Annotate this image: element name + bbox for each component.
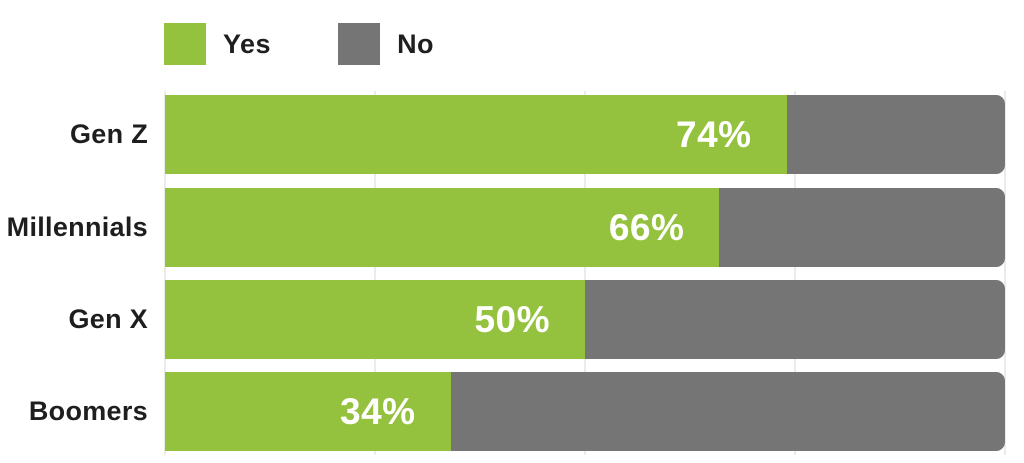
bar-segment-yes: 74% [165,95,787,174]
bar-segment-yes: 50% [165,280,585,359]
bar-segment-yes: 34% [165,372,451,451]
bar-segment-no [450,372,1005,451]
chart-row-millennials: Millennials 66% [0,188,1024,267]
legend-label-no: No [397,28,435,59]
category-label: Gen X [68,304,148,334]
gridline-100 [1004,91,1006,455]
value-label: 50% [474,298,550,340]
bar-segment-no [585,280,1005,359]
legend-label-yes: Yes [223,28,272,59]
value-label: 34% [340,390,416,432]
legend: Yes No [164,23,434,65]
chart-row-gen-z: Gen Z 74% [0,95,1024,174]
category-label: Boomers [28,396,148,426]
gridline-75 [794,91,796,455]
category-label: Millennials [6,212,148,242]
chart-row-gen-x: Gen X 50% [0,280,1024,359]
stacked-bar: 34% [165,372,1005,451]
gridline-0 [164,91,166,455]
gridline-25 [374,91,376,455]
stacked-bar: 74% [165,95,1005,174]
bar-segment-no [786,95,1005,174]
chart-row-boomers: Boomers 34% [0,372,1024,451]
legend-swatch-no [338,23,381,65]
bar-segment-no [719,188,1005,267]
bar-segment-yes: 66% [165,188,720,267]
value-label: 74% [676,113,752,155]
gridlines [164,91,1006,455]
legend-swatch-yes [164,23,206,65]
stacked-bar: 50% [165,280,1005,359]
gridline-50 [584,91,586,455]
value-label: 66% [608,206,685,248]
category-label: Gen Z [69,119,148,149]
stacked-bar: 66% [165,188,1005,267]
